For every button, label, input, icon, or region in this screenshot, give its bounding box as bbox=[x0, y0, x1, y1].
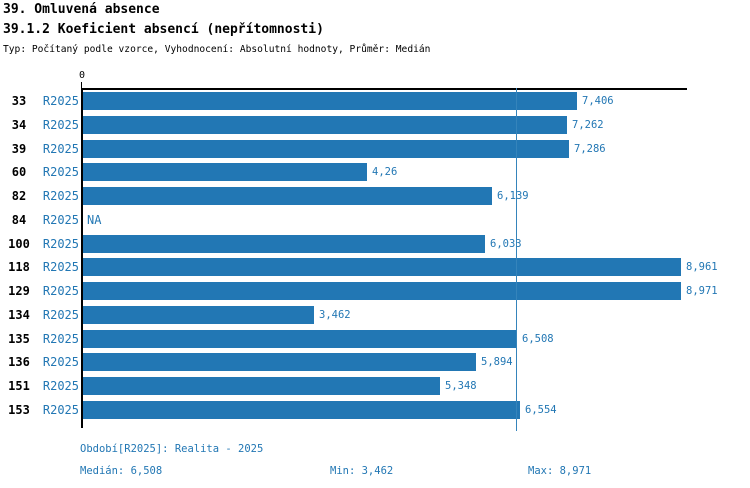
value-bar bbox=[83, 116, 567, 134]
report-section-title: 39. Omluvená absence bbox=[3, 2, 160, 17]
value-label: 5,348 bbox=[445, 380, 477, 392]
chart-row-134: 134 R2025 3,462 bbox=[0, 306, 750, 324]
value-bar bbox=[83, 163, 367, 181]
legend-min: Min: 3,462 bbox=[330, 465, 394, 477]
x-axis-tick bbox=[81, 82, 82, 88]
value-bar bbox=[83, 353, 476, 371]
category-label: 82 bbox=[11, 189, 27, 203]
value-bar bbox=[83, 306, 314, 324]
value-label: 6,033 bbox=[490, 238, 522, 250]
chart-title: 39.1.2 Koeficient absencí (nepřítomnosti… bbox=[3, 22, 324, 37]
legend-max: Max: 8,971 bbox=[528, 465, 592, 477]
value-label: 8,971 bbox=[686, 285, 718, 297]
period-label: R2025 bbox=[42, 403, 79, 417]
category-label: 135 bbox=[8, 332, 30, 346]
period-label: R2025 bbox=[42, 142, 79, 156]
value-bar bbox=[83, 401, 520, 419]
value-label: 7,262 bbox=[572, 119, 604, 131]
value-bar bbox=[83, 235, 485, 253]
legend-median: Medián: 6,508 bbox=[80, 465, 163, 477]
value-label: 4,26 bbox=[372, 166, 398, 178]
value-bar bbox=[83, 330, 517, 348]
chart-row-33: 33 R2025 7,406 bbox=[0, 92, 750, 110]
y-axis-line bbox=[81, 88, 83, 428]
value-label: 7,406 bbox=[582, 95, 614, 107]
chart-row-151: 151 R2025 5,348 bbox=[0, 377, 750, 395]
period-label: R2025 bbox=[42, 213, 79, 227]
value-label: 6,139 bbox=[497, 190, 529, 202]
value-label: 3,462 bbox=[319, 309, 351, 321]
category-label: 153 bbox=[8, 403, 30, 417]
x-axis-zero-label: 0 bbox=[78, 70, 86, 81]
chart-row-39: 39 R2025 7,286 bbox=[0, 140, 750, 158]
na-label: NA bbox=[87, 213, 102, 227]
period-label: R2025 bbox=[42, 118, 79, 132]
x-axis-line bbox=[81, 88, 687, 90]
chart-row-129: 129 R2025 8,971 bbox=[0, 282, 750, 300]
period-label: R2025 bbox=[42, 260, 79, 274]
category-label: 134 bbox=[8, 308, 30, 322]
value-bar bbox=[83, 187, 492, 205]
chart-row-100: 100 R2025 6,033 bbox=[0, 235, 750, 253]
value-label: 7,286 bbox=[574, 143, 606, 155]
chart-row-34: 34 R2025 7,262 bbox=[0, 116, 750, 134]
period-label: R2025 bbox=[42, 94, 79, 108]
category-label: 33 bbox=[11, 94, 27, 108]
period-label: R2025 bbox=[42, 237, 79, 251]
chart-row-153: 153 R2025 6,554 bbox=[0, 401, 750, 419]
value-label: 8,961 bbox=[686, 261, 718, 273]
period-label: R2025 bbox=[42, 189, 79, 203]
chart-row-135: 135 R2025 6,508 bbox=[0, 330, 750, 348]
period-label: R2025 bbox=[42, 379, 79, 393]
category-label: 129 bbox=[8, 284, 30, 298]
value-bar bbox=[83, 282, 681, 300]
value-label: 6,508 bbox=[522, 333, 554, 345]
category-label: 84 bbox=[11, 213, 27, 227]
period-label: R2025 bbox=[42, 284, 79, 298]
chart-row-60: 60 R2025 4,26 bbox=[0, 163, 750, 181]
value-bar bbox=[83, 92, 577, 110]
category-label: 100 bbox=[8, 237, 30, 251]
chart-subtitle: Typ: Počítaný podle vzorce, Vyhodnocení:… bbox=[3, 44, 431, 55]
value-bar bbox=[83, 258, 681, 276]
category-label: 39 bbox=[11, 142, 27, 156]
category-label: 118 bbox=[8, 260, 30, 274]
period-label: R2025 bbox=[42, 355, 79, 369]
category-label: 34 bbox=[11, 118, 27, 132]
value-label: 5,894 bbox=[481, 356, 513, 368]
legend-period: Období[R2025]: Realita - 2025 bbox=[80, 443, 264, 455]
period-label: R2025 bbox=[42, 308, 79, 322]
value-bar bbox=[83, 377, 440, 395]
chart-row-84: 84 R2025 NA bbox=[0, 211, 750, 229]
median-line bbox=[516, 88, 517, 431]
category-label: 136 bbox=[8, 355, 30, 369]
period-label: R2025 bbox=[42, 165, 79, 179]
chart-row-136: 136 R2025 5,894 bbox=[0, 353, 750, 371]
value-label: 6,554 bbox=[525, 404, 557, 416]
value-bar bbox=[83, 140, 569, 158]
period-label: R2025 bbox=[42, 332, 79, 346]
chart-row-82: 82 R2025 6,139 bbox=[0, 187, 750, 205]
category-label: 151 bbox=[8, 379, 30, 393]
chart-row-118: 118 R2025 8,961 bbox=[0, 258, 750, 276]
category-label: 60 bbox=[11, 165, 27, 179]
